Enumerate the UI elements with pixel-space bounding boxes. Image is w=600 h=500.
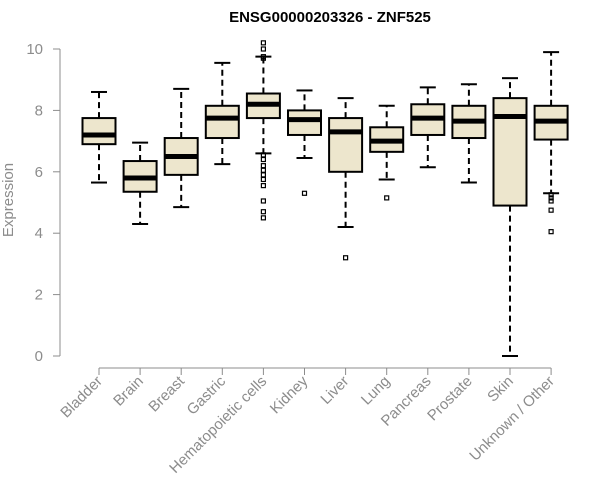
outlier-point	[260, 55, 266, 61]
box-group	[410, 86, 446, 169]
y-tick-label: 8	[35, 102, 43, 119]
box-group	[122, 141, 158, 225]
x-tick-label: Prostate	[424, 373, 476, 425]
outlier-point	[384, 195, 390, 201]
y-tick-label: 10	[26, 41, 43, 58]
x-tick-label: Breast	[145, 372, 188, 415]
outlier-point	[548, 198, 554, 204]
x-tick-label: Bladder	[57, 373, 106, 422]
outlier-point	[260, 40, 266, 46]
x-tick-label: Lung	[358, 373, 394, 409]
outlier-point	[260, 198, 266, 204]
x-tick-label: Kidney	[267, 372, 312, 417]
box-group	[163, 87, 199, 209]
y-tick-label: 0	[35, 348, 43, 365]
chart-title: ENSG00000203326 - ZNF525	[229, 9, 431, 26]
outlier-point	[548, 192, 554, 198]
box-group	[369, 104, 405, 201]
box-group	[492, 77, 528, 357]
outlier-point	[260, 176, 266, 183]
x-tick-label: Brain	[110, 373, 147, 410]
y-axis-label: Expression	[0, 163, 17, 237]
outlier-point	[260, 156, 266, 163]
x-tick-label: Skin	[484, 373, 517, 406]
outlier-point	[260, 46, 266, 52]
box-group	[81, 90, 117, 184]
outlier-point	[260, 172, 266, 178]
box-group	[287, 89, 322, 196]
plot-area	[81, 40, 569, 357]
y-axis: 0 2 4 6 8 10	[26, 41, 61, 365]
outlier-point	[548, 229, 554, 235]
outlier-point	[260, 215, 266, 221]
box	[287, 109, 322, 136]
box-group	[533, 51, 569, 235]
outlier-point	[260, 167, 266, 173]
outlier-point	[260, 209, 266, 215]
outlier-point	[548, 207, 554, 213]
y-tick-label: 2	[35, 287, 43, 304]
box-group	[204, 61, 240, 166]
x-tick-label: Liver	[317, 373, 352, 408]
box	[328, 117, 364, 173]
outlier-point	[548, 195, 554, 201]
box	[81, 117, 117, 146]
box-group	[245, 40, 281, 221]
box-group	[451, 83, 487, 184]
box	[204, 104, 240, 140]
box-group	[328, 97, 364, 261]
outlier-point	[260, 183, 266, 189]
outlier-point	[260, 152, 266, 158]
outlier-point	[343, 255, 349, 261]
y-tick-label: 4	[35, 225, 43, 242]
outlier-point	[260, 163, 266, 169]
outlier-point	[301, 190, 308, 196]
y-tick-label: 6	[35, 164, 43, 181]
